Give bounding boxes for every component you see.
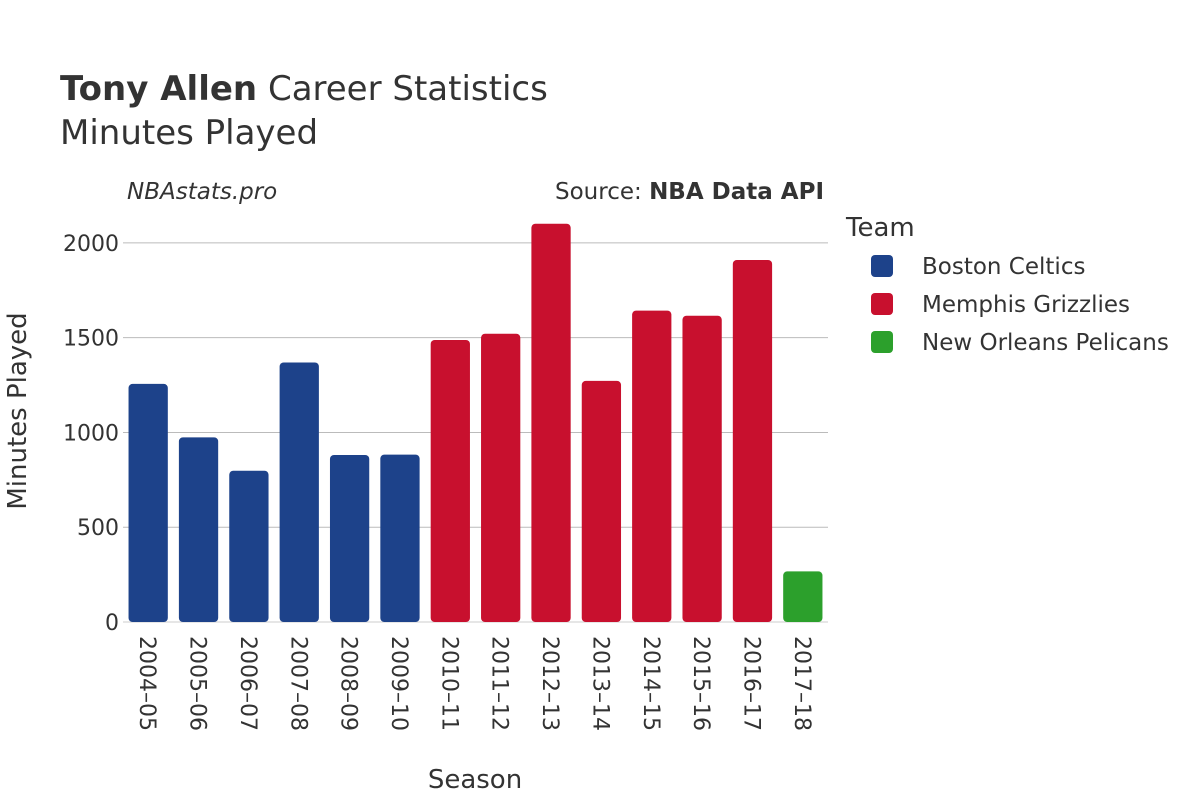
source-credit: Source: NBA Data API (555, 179, 824, 205)
y-tick-label: 1000 (63, 421, 119, 446)
x-axis-title: Season (428, 765, 522, 795)
chart-title-player: Tony Allen (60, 69, 257, 109)
x-tick-label: 2012–13 (537, 636, 562, 731)
x-tick-label: 2011–12 (487, 636, 512, 731)
legend-title: Team (845, 213, 915, 243)
bar[interactable] (531, 223, 571, 622)
legend-swatch (871, 331, 893, 353)
chart-title-rest: Career Statistics (257, 69, 548, 109)
x-tick-label: 2009–10 (386, 636, 411, 731)
bars (128, 223, 823, 622)
bar[interactable] (581, 380, 622, 622)
legend-label[interactable]: New Orleans Pelicans (922, 330, 1169, 356)
legend: Team Boston Celtics Memphis Grizzlies New … (845, 213, 1169, 356)
y-tick-label: 2000 (63, 232, 119, 257)
x-tick-label: 2008–09 (336, 636, 361, 731)
gridlines (123, 242, 828, 623)
bar[interactable] (229, 470, 269, 622)
x-tick-label: 2004–05 (134, 636, 159, 731)
chart-title: Tony Allen Career Statistics (60, 69, 548, 109)
bar[interactable] (329, 455, 370, 622)
bar[interactable] (430, 339, 470, 622)
legend-swatch (871, 255, 893, 277)
y-axis-ticks: 0 500 1000 1500 2000 (63, 232, 119, 636)
x-tick-label: 2010–11 (436, 636, 461, 731)
legend-label[interactable]: Boston Celtics (922, 254, 1085, 280)
x-tick-label: 2017–18 (789, 636, 814, 731)
x-tick-label: 2013–14 (587, 636, 612, 731)
x-tick-label: 2016–17 (738, 636, 763, 731)
x-tick-label: 2007–08 (285, 636, 310, 731)
legend-items: Boston Celtics Memphis Grizzlies New Orlea… (871, 254, 1169, 356)
x-tick-label: 2015–16 (688, 636, 713, 731)
x-tick-label: 2006–07 (235, 636, 260, 731)
legend-swatch (871, 293, 893, 315)
bar[interactable] (380, 454, 420, 622)
bar[interactable] (632, 310, 672, 622)
y-tick-label: 0 (105, 611, 119, 636)
chart-subtitle: Minutes Played (60, 113, 318, 153)
x-tick-label: 2014–15 (638, 636, 663, 731)
y-tick-label: 500 (77, 516, 119, 541)
bar[interactable] (783, 571, 823, 622)
x-axis-ticks: 2004–05 2005–06 2006–07 2007–08 2008–09 2009–… (134, 636, 814, 731)
bar[interactable] (178, 437, 219, 622)
bar[interactable] (279, 362, 319, 622)
legend-label[interactable]: Memphis Grizzlies (922, 292, 1130, 318)
bar[interactable] (481, 333, 521, 622)
source-name: NBA Data API (649, 179, 824, 205)
y-tick-label: 1500 (63, 327, 119, 352)
site-credit: NBAstats.pro (127, 179, 277, 205)
x-tick-label: 2005–06 (185, 636, 210, 731)
y-axis-title: Minutes Played (3, 312, 33, 509)
source-prefix: Source: (555, 179, 649, 205)
bar[interactable] (128, 383, 168, 622)
bar[interactable] (732, 259, 773, 622)
bar[interactable] (682, 315, 722, 622)
